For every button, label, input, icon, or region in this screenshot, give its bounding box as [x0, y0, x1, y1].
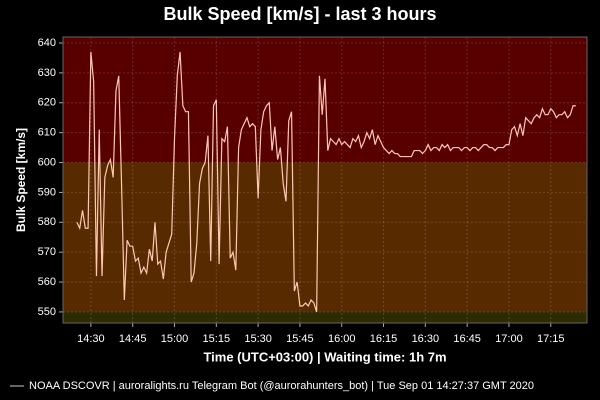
x-tick-label: 17:15	[537, 333, 565, 345]
x-tick-label: 16:15	[370, 333, 398, 345]
y-tick-label: 550	[38, 306, 56, 318]
y-tick-label: 580	[38, 216, 56, 228]
y-tick-label: 610	[38, 127, 56, 139]
x-tick-label: 15:45	[286, 333, 314, 345]
y-tick-label: 620	[38, 97, 56, 109]
x-tick-label: 15:00	[161, 333, 189, 345]
data-line	[76, 51, 576, 313]
y-tick-label: 640	[38, 37, 56, 49]
x-tick-label: 14:30	[77, 333, 105, 345]
x-tick-label: 16:30	[412, 333, 440, 345]
y-axis-label: Bulk Speed [km/s]	[14, 128, 28, 232]
band	[63, 37, 587, 163]
chart-title: Bulk Speed [km/s] - last 3 hours	[163, 4, 436, 24]
band	[63, 311, 587, 323]
band	[63, 162, 587, 312]
x-axis-label: Time (UTC+03:00) | Waiting time: 1h 7m	[203, 349, 446, 364]
y-tick-label: 630	[38, 67, 56, 79]
y-tick-label: 590	[38, 186, 56, 198]
x-tick-label: 15:15	[203, 333, 231, 345]
footer: NOAA DSCOVR | auroralights.ru Telegram B…	[29, 380, 534, 392]
x-tick-label: 16:45	[453, 333, 481, 345]
x-tick-label: 16:00	[328, 333, 356, 345]
x-tick-label: 17:00	[495, 333, 523, 345]
x-tick-label: 14:45	[119, 333, 147, 345]
x-tick-label: 15:30	[244, 333, 272, 345]
plot-border	[62, 36, 588, 324]
y-tick-label: 570	[38, 246, 56, 258]
y-tick-label: 600	[38, 156, 56, 168]
y-tick-label: 560	[38, 276, 56, 288]
